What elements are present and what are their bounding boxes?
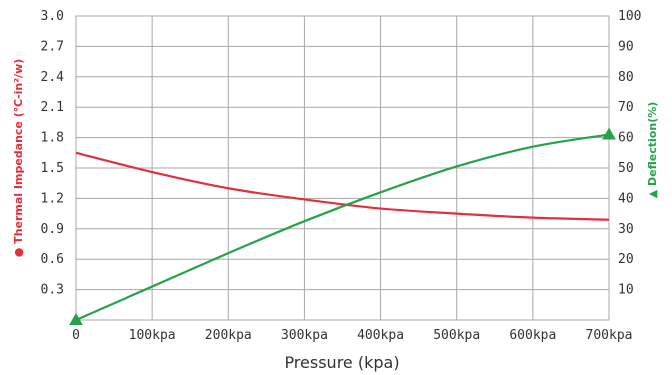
x-tick-label: 200kpa bbox=[205, 328, 252, 343]
left-y-tick-label: 0.3 bbox=[41, 283, 64, 298]
left-axis-title: ● Thermal Impedance (℃-in²/w) bbox=[12, 59, 25, 258]
deflection-line bbox=[75, 133, 610, 322]
left-axis-label: Thermal Impedance (℃-in²/w) bbox=[12, 59, 25, 244]
right-y-tick-label: 10 bbox=[618, 283, 634, 298]
x-tick-label: 600kpa bbox=[509, 328, 556, 343]
left-y-tick-label: 1.5 bbox=[41, 161, 64, 176]
right-y-tick-label: 60 bbox=[618, 131, 634, 146]
right-y-tick-label: 100 bbox=[618, 9, 641, 24]
x-tick-label: 400kpa bbox=[357, 328, 404, 343]
x-tick-label: 700kpa bbox=[586, 328, 633, 343]
deflection-triangle-marker bbox=[69, 312, 83, 325]
right-axis-title: ▲ Deflection(%) bbox=[646, 102, 659, 199]
x-tick-label: 300kpa bbox=[281, 328, 328, 343]
x-tick-label: 500kpa bbox=[433, 328, 480, 343]
left-y-tick-labels: 0.3 0.6 0.9 1.2 1.5 1.8 2.1 2.4 2.7 3.0 bbox=[41, 9, 65, 298]
right-y-tick-label: 40 bbox=[618, 191, 634, 206]
left-y-tick-label: 2.1 bbox=[41, 100, 64, 115]
right-axis-label: Deflection(%) bbox=[646, 102, 659, 186]
left-axis-title-group: ● Thermal Impedance (℃-in²/w) bbox=[12, 59, 25, 258]
left-axis-marker: ● bbox=[12, 248, 25, 258]
right-y-tick-label: 20 bbox=[618, 252, 634, 267]
left-y-tick-label: 3.0 bbox=[41, 9, 64, 24]
x-tick-label: 0 bbox=[72, 328, 80, 343]
right-y-tick-label: 80 bbox=[618, 70, 634, 85]
right-y-tick-labels: 10 20 30 40 50 60 70 80 90 100 bbox=[618, 9, 641, 298]
left-y-tick-label: 0.6 bbox=[41, 252, 64, 267]
x-axis-title: Pressure (kpa) bbox=[284, 353, 399, 372]
deflection-triangle-marker bbox=[602, 127, 616, 140]
left-y-tick-label: 0.9 bbox=[41, 222, 64, 237]
left-y-tick-label: 2.4 bbox=[41, 70, 65, 85]
right-y-tick-label: 90 bbox=[618, 39, 634, 54]
x-tick-labels: 0 100kpa 200kpa 300kpa 400kpa 500kpa 600kpa 700… bbox=[72, 328, 632, 343]
series-layer bbox=[69, 127, 616, 325]
grid-lines bbox=[75, 15, 610, 321]
right-axis-marker: ▲ bbox=[646, 189, 659, 198]
right-y-tick-label: 30 bbox=[618, 222, 634, 237]
thermal-impedance-line bbox=[75, 151, 610, 221]
left-y-tick-label: 1.8 bbox=[41, 131, 64, 146]
right-y-tick-label: 50 bbox=[618, 161, 634, 176]
left-y-tick-label: 2.7 bbox=[41, 39, 64, 54]
right-y-tick-label: 70 bbox=[618, 100, 634, 115]
x-tick-label: 100kpa bbox=[129, 328, 176, 343]
left-y-tick-label: 1.2 bbox=[41, 191, 64, 206]
right-axis-title-group: ▲ Deflection(%) bbox=[646, 102, 659, 199]
